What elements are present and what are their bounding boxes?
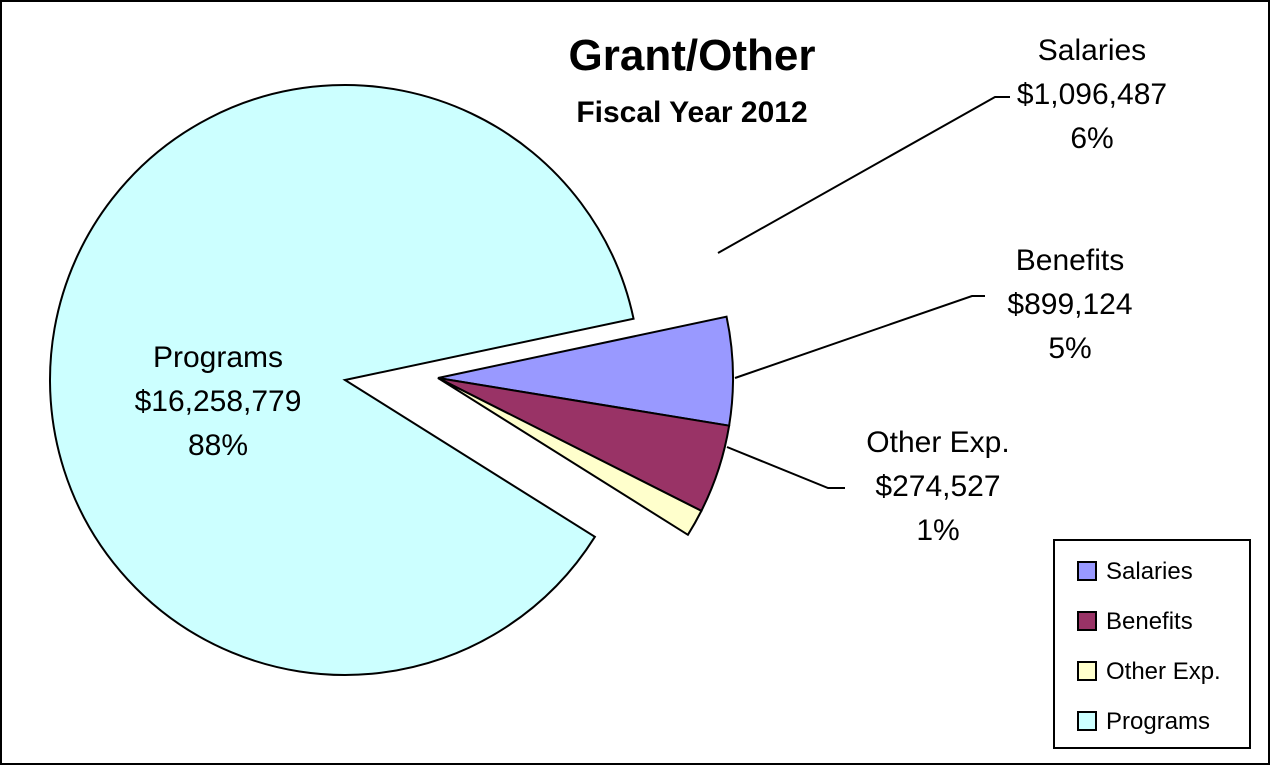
- slice-name-benefits: Benefits: [1016, 244, 1124, 277]
- legend-label-other-exp: Other Exp.: [1106, 658, 1221, 685]
- slice-amount-benefits: $899,124: [1007, 288, 1132, 321]
- slice-percent-programs: 88%: [188, 429, 248, 462]
- leader-line-salaries: [717, 96, 1010, 254]
- chart-title: Grant/Other: [569, 31, 816, 80]
- slice-amount-other-exp: $274,527: [875, 470, 1000, 503]
- slice-name-programs: Programs: [153, 341, 283, 374]
- slice-name-salaries: Salaries: [1038, 34, 1146, 67]
- chart-subtitle: Fiscal Year 2012: [576, 96, 807, 129]
- slice-label-programs: Programs $16,258,779 88%: [135, 341, 302, 462]
- legend-label-programs: Programs: [1106, 708, 1210, 735]
- legend-label-benefits: Benefits: [1106, 608, 1193, 635]
- slice-percent-salaries: 6%: [1070, 122, 1113, 155]
- slice-labels: Salaries $1,096,487 6% Benefits $899,124 5% Ot…: [135, 34, 1168, 547]
- pie-slice-other-exp: [437, 377, 703, 537]
- slice-percent-benefits: 5%: [1048, 332, 1091, 365]
- legend-swatch-programs: [1077, 711, 1097, 731]
- legend-swatch-salaries: [1077, 561, 1097, 581]
- pie-slices: [49, 84, 734, 676]
- slice-label-salaries: Salaries $1,096,487 6%: [1017, 34, 1167, 155]
- slice-amount-programs: $16,258,779: [135, 385, 302, 418]
- leader-line-benefits: [734, 295, 985, 379]
- legend-items: Salaries Benefits Other Exp. Programs: [1077, 558, 1221, 735]
- slice-label-benefits: Benefits $899,124 5%: [1007, 244, 1132, 365]
- legend-label-salaries: Salaries: [1106, 558, 1193, 585]
- legend: Salaries Benefits Other Exp. Programs: [1053, 539, 1251, 749]
- leader-lines: [717, 96, 1010, 489]
- leader-line-other-exp: [726, 446, 845, 489]
- slice-amount-salaries: $1,096,487: [1017, 78, 1167, 111]
- slice-name-other-exp: Other Exp.: [866, 426, 1009, 459]
- slice-label-other-exp: Other Exp. $274,527 1%: [866, 426, 1009, 547]
- pie-slice-programs: [49, 84, 635, 676]
- slice-percent-other-exp: 1%: [916, 514, 959, 547]
- legend-swatch-benefits: [1077, 611, 1097, 631]
- legend-swatch-other-exp: [1077, 661, 1097, 681]
